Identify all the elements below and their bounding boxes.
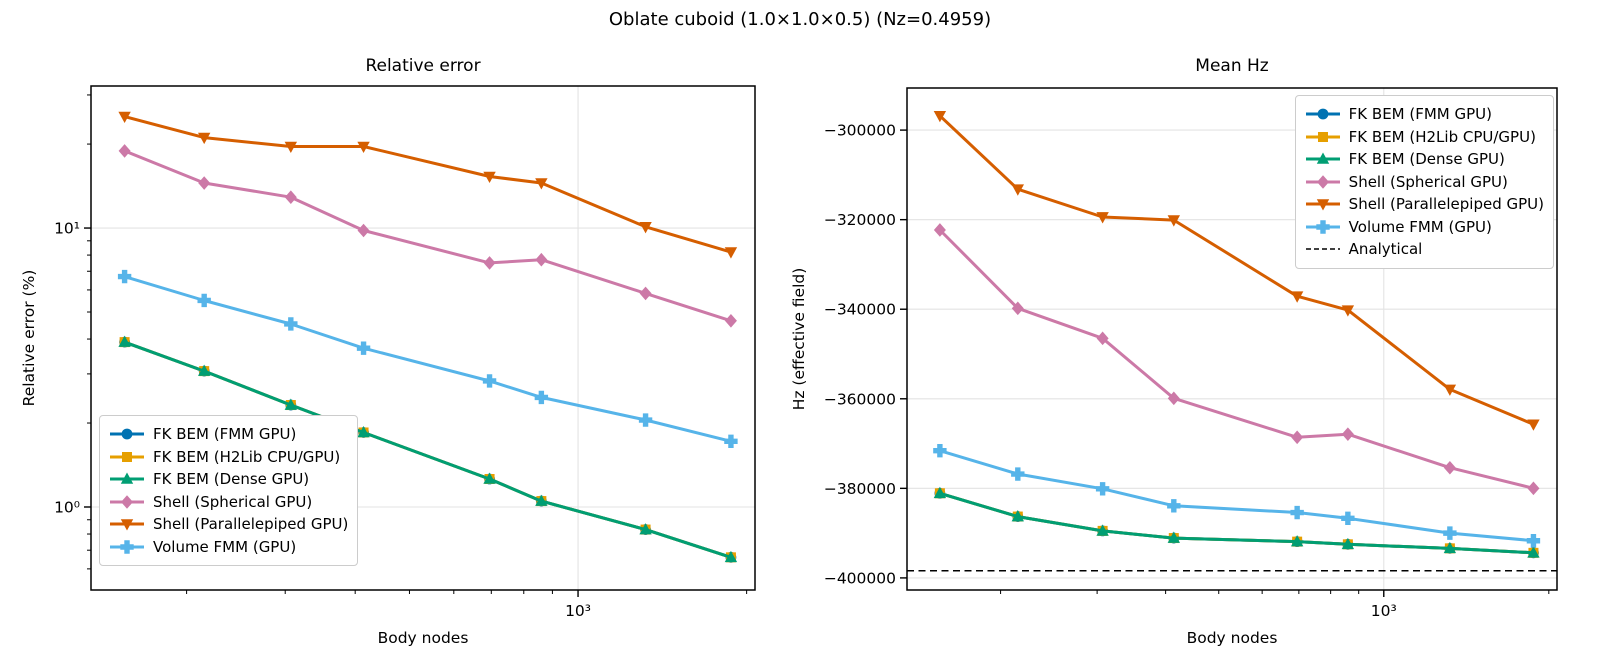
svg-text:−400000: −400000 xyxy=(824,569,896,587)
ticks xyxy=(84,94,748,597)
right-plot-title: Mean Hz xyxy=(1195,56,1269,76)
svg-text:−320000: −320000 xyxy=(824,211,896,229)
legend-sample-circle-marker xyxy=(1305,108,1340,120)
legend-sample-square-marker xyxy=(110,451,144,462)
right-y-axis-label: Hz (effective field) xyxy=(790,267,808,411)
legend-item-shell-parallelepiped-gpu: Shell (Parallelepiped GPU) xyxy=(1305,193,1544,216)
legend-item-fk-bem-fmm-gpu: FK BEM (FMM GPU) xyxy=(1305,103,1544,126)
legend-sample-plus-marker xyxy=(110,540,144,554)
legend-sample-diamond-marker xyxy=(1305,174,1340,189)
legend-sample-triangle-up-marker xyxy=(1305,152,1340,165)
legend-item-fk-bem-fmm-gpu: FK BEM (FMM GPU) xyxy=(109,423,348,446)
legend-item-fk-bem-h2lib-cpu-gpu: FK BEM (H2Lib CPU/GPU) xyxy=(1305,126,1544,149)
legend-label: Shell (Parallelepiped GPU) xyxy=(153,515,349,534)
legend-item-shell-spherical-gpu: Shell (Spherical GPU) xyxy=(109,491,348,514)
series-fk-bem-dense-gpu xyxy=(118,335,738,563)
svg-text:10³: 10³ xyxy=(1371,602,1397,620)
spines xyxy=(906,87,1558,591)
grid xyxy=(907,88,1557,590)
legend-label: Volume FMM (GPU) xyxy=(153,537,297,556)
legend-item-analytical: Analytical xyxy=(1305,238,1544,261)
tick-labels: 10³ 10¹ 10⁰ xyxy=(54,220,591,620)
legend-item-shell-parallelepiped-gpu: Shell (Parallelepiped GPU) xyxy=(109,513,348,536)
legend-sample-diamond-marker xyxy=(110,494,144,509)
left-legend: FK BEM (FMM GPU) FK BEM (H2Lib CPU/GPU) FK… xyxy=(99,415,359,566)
right-legend: FK BEM (FMM GPU) FK BEM (H2Lib CPU/GPU) FK… xyxy=(1294,95,1554,269)
legend-sample-triangle-down-marker xyxy=(1305,199,1340,211)
legend-item-shell-spherical-gpu: Shell (Spherical GPU) xyxy=(1305,171,1544,194)
tick-labels: 10³ −300000 −320000 −340000 −360000 −380000 −4… xyxy=(824,122,1397,620)
right-x-axis-label: Body nodes xyxy=(1186,629,1278,647)
legend-sample-circle-marker xyxy=(110,428,144,440)
legend-label: FK BEM (Dense GPU) xyxy=(153,470,310,489)
legend-item-volume-fmm-gpu: Volume FMM (GPU) xyxy=(109,536,348,559)
series-shell-spherical-gpu xyxy=(118,144,737,328)
svg-text:10¹: 10¹ xyxy=(54,220,80,238)
left-y-axis-label: Relative error (%) xyxy=(20,269,38,407)
left-plot-title: Relative error xyxy=(365,56,481,76)
legend-sample-triangle-up-marker xyxy=(110,472,144,485)
legend-sample-none xyxy=(1305,248,1340,251)
legend-item-fk-bem-h2lib-cpu-gpu: FK BEM (H2Lib CPU/GPU) xyxy=(109,446,348,469)
legend-label: Volume FMM (GPU) xyxy=(1348,217,1492,236)
legend-item-fk-bem-dense-gpu: FK BEM (Dense GPU) xyxy=(1305,148,1544,171)
legend-label: FK BEM (FMM GPU) xyxy=(1348,105,1493,124)
legend-item-fk-bem-dense-gpu: FK BEM (Dense GPU) xyxy=(109,468,348,491)
legend-label: Analytical xyxy=(1348,240,1423,259)
legend-sample-plus-marker xyxy=(1305,220,1340,234)
legend-sample-square-marker xyxy=(1305,131,1340,142)
svg-text:10⁰: 10⁰ xyxy=(54,498,80,516)
legend-label: FK BEM (H2Lib CPU/GPU) xyxy=(153,447,341,466)
right-plot: 10³ −300000 −320000 −340000 −360000 −380000 −4… xyxy=(824,87,1558,620)
ticks xyxy=(900,129,1550,597)
series-shell-spherical-gpu xyxy=(933,223,1540,496)
svg-text:−360000: −360000 xyxy=(824,390,896,408)
legend-label: Shell (Parallelepiped GPU) xyxy=(1348,195,1544,214)
svg-text:−380000: −380000 xyxy=(824,480,896,498)
left-x-axis-label: Body nodes xyxy=(377,629,469,647)
legend-sample-triangle-down-marker xyxy=(110,519,144,531)
left-plot: 10³ 10¹ 10⁰ xyxy=(54,85,756,620)
series-volume-fmm-gpu xyxy=(933,444,1541,548)
series-volume-fmm-gpu xyxy=(117,269,738,448)
figure-title: Oblate cuboid (1.0×1.0×0.5) (Nz=0.4959) xyxy=(608,9,992,30)
svg-text:10³: 10³ xyxy=(565,602,591,620)
series-fk-bem-dense-gpu xyxy=(933,486,1540,558)
series-shell-parallelepiped-gpu xyxy=(933,110,1540,431)
legend-label: FK BEM (H2Lib CPU/GPU) xyxy=(1348,127,1536,146)
svg-text:−300000: −300000 xyxy=(824,122,896,140)
legend-item-volume-fmm-gpu: Volume FMM (GPU) xyxy=(1305,216,1544,239)
svg-text:−340000: −340000 xyxy=(824,301,896,319)
legend-label: Shell (Spherical GPU) xyxy=(1348,172,1508,191)
spines xyxy=(90,85,756,591)
series-shell-parallelepiped-gpu xyxy=(118,111,738,259)
legend-label: Shell (Spherical GPU) xyxy=(153,492,313,511)
legend-label: FK BEM (FMM GPU) xyxy=(153,425,297,444)
legend-label: FK BEM (Dense GPU) xyxy=(1348,150,1505,169)
